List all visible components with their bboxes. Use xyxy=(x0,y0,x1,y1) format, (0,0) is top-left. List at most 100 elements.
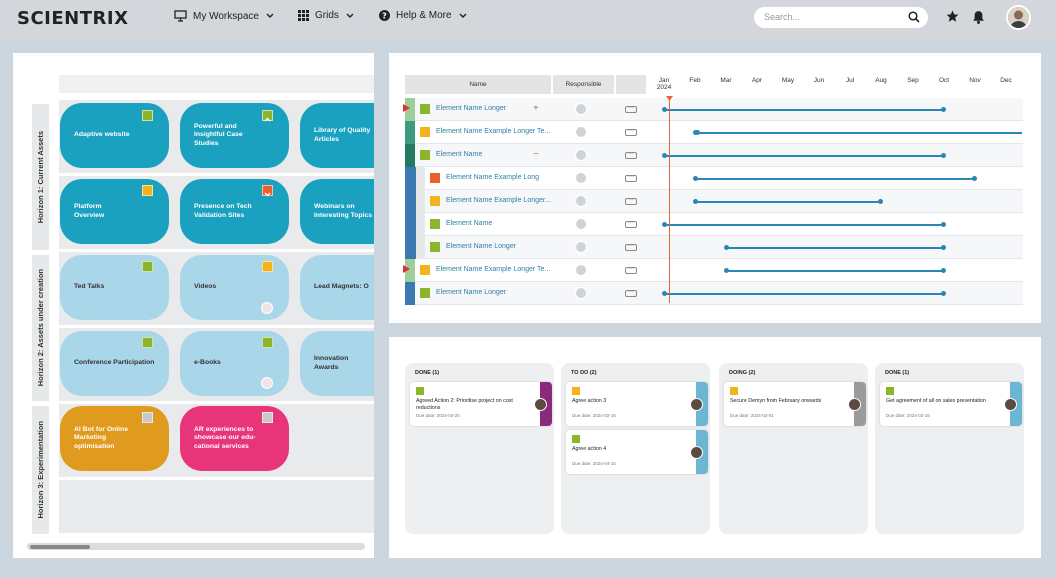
responsible-avatar[interactable] xyxy=(575,264,587,276)
kanban-card[interactable]: Agreed Action 2: Prioritise project on c… xyxy=(410,382,552,426)
app-logo[interactable]: SCIENTRIX xyxy=(17,8,129,29)
responsible-avatar[interactable] xyxy=(575,103,587,115)
kanban-card[interactable]: Secure Demyn from February onwards Due d… xyxy=(724,382,866,426)
assignee-avatar[interactable] xyxy=(1004,398,1017,411)
row-color-tag xyxy=(405,190,415,213)
timeline-bar[interactable] xyxy=(724,245,946,250)
asset-card[interactable]: Webinars on Interesting Topics xyxy=(300,179,374,244)
nav-my-workspace[interactable]: My Workspace xyxy=(174,10,275,22)
expand-icon[interactable]: + xyxy=(533,103,539,114)
assignee-avatar[interactable] xyxy=(690,398,703,411)
card-text: Secure Demyn from February onwards xyxy=(730,398,822,404)
more-options-icon[interactable]: ··· xyxy=(625,105,637,113)
more-options-icon[interactable]: ··· xyxy=(625,128,637,136)
more-options-icon[interactable]: ··· xyxy=(625,174,637,182)
status-square xyxy=(730,387,738,395)
element-name-link[interactable]: Element Name Example Longer... xyxy=(446,197,551,204)
assignee-avatar[interactable] xyxy=(690,446,703,459)
timeline-bar[interactable] xyxy=(724,268,946,273)
responsible-avatar[interactable] xyxy=(575,172,587,184)
timeline-bar[interactable] xyxy=(662,153,946,158)
timeline-bar[interactable] xyxy=(662,291,946,296)
status-square[interactable] xyxy=(430,173,440,183)
element-name-link[interactable]: Element Name Longer xyxy=(436,105,507,112)
element-name-link[interactable]: Element Name Example Long xyxy=(446,174,539,181)
assignee-avatar[interactable] xyxy=(848,398,861,411)
status-square[interactable] xyxy=(142,412,153,423)
scrollbar-thumb[interactable] xyxy=(30,545,90,549)
timeline-bar[interactable] xyxy=(662,107,946,112)
user-avatar[interactable] xyxy=(1006,5,1031,30)
status-square[interactable] xyxy=(430,196,440,206)
today-marker-icon xyxy=(666,96,673,101)
status-square[interactable] xyxy=(262,337,273,348)
horizon-label-1: Horizon 1: Current Assets xyxy=(32,104,49,250)
timeline-bar[interactable] xyxy=(662,222,946,227)
status-square[interactable] xyxy=(420,288,430,298)
status-square[interactable] xyxy=(420,150,430,160)
more-options-icon[interactable]: ··· xyxy=(625,289,637,297)
gantt-row[interactable] xyxy=(405,236,1023,259)
responsible-avatar[interactable] xyxy=(575,195,587,207)
more-options-icon[interactable]: ··· xyxy=(625,197,637,205)
search-input[interactable]: Search... xyxy=(754,7,928,28)
assignee-avatar[interactable] xyxy=(534,398,547,411)
asset-card[interactable]: Innovation Awards xyxy=(300,331,374,396)
status-square[interactable] xyxy=(142,337,153,348)
more-options-icon[interactable]: ··· xyxy=(625,243,637,251)
status-square[interactable] xyxy=(262,412,273,423)
status-square-up[interactable] xyxy=(262,110,273,122)
status-square[interactable] xyxy=(430,242,440,252)
element-name-link[interactable]: Element Name Longer xyxy=(436,289,507,296)
responsible-avatar[interactable] xyxy=(575,218,587,230)
grid-header-strip xyxy=(59,75,374,93)
gantt-col-responsible[interactable]: Responsible xyxy=(553,75,614,94)
nav-help[interactable]: ? Help & More xyxy=(379,10,468,21)
responsible-avatar[interactable] xyxy=(575,287,587,299)
responsible-avatar[interactable] xyxy=(575,126,587,138)
bell-icon[interactable] xyxy=(972,10,985,24)
responsible-avatar[interactable] xyxy=(575,241,587,253)
element-name-link[interactable]: Element Name Example Longer Te... xyxy=(436,266,551,273)
element-name-link[interactable]: Element Name xyxy=(446,220,493,227)
timeline-bar[interactable] xyxy=(693,176,977,181)
status-square[interactable] xyxy=(142,110,153,121)
more-options-icon[interactable]: ··· xyxy=(625,266,637,274)
element-name-link[interactable]: Element Name Longer xyxy=(446,243,517,250)
chevron-down-icon xyxy=(346,13,354,18)
horizontal-scrollbar[interactable] xyxy=(27,543,365,550)
owner-avatar[interactable] xyxy=(261,302,273,314)
nav-grids[interactable]: Grids xyxy=(298,10,355,21)
indent-guide xyxy=(415,213,425,236)
status-square[interactable] xyxy=(262,261,273,272)
kanban-card[interactable]: Get agreement of all on sales presentati… xyxy=(880,382,1022,426)
month-label: Sep xyxy=(907,77,919,84)
responsible-avatar[interactable] xyxy=(575,149,587,161)
kanban-card[interactable]: Agree action 4 Due date: 2024-04-15 xyxy=(566,430,708,474)
element-name-link[interactable]: Element Name xyxy=(436,151,483,158)
timeline-bar[interactable] xyxy=(693,199,883,204)
status-square[interactable] xyxy=(430,219,440,229)
status-square-down[interactable] xyxy=(262,185,273,197)
asset-card[interactable]: Lead Magnets: O xyxy=(300,255,374,320)
status-square[interactable] xyxy=(420,265,430,275)
status-square[interactable] xyxy=(420,127,430,137)
status-square[interactable] xyxy=(420,104,430,114)
status-square[interactable] xyxy=(142,185,153,196)
kanban-card[interactable]: Agree action 3 Due date: 2024-02-15 xyxy=(566,382,708,426)
search-icon[interactable] xyxy=(908,11,920,23)
asset-card[interactable]: Library of Quality Articles xyxy=(300,103,374,168)
status-square[interactable] xyxy=(142,261,153,272)
gantt-col-name[interactable]: Name xyxy=(405,75,551,94)
top-bar: SCIENTRIX My Workspace Grids ? Help & Mo… xyxy=(0,0,1056,38)
timeline-bar[interactable] xyxy=(693,130,1022,135)
element-name-link[interactable]: Element Name Example Longer Te... xyxy=(436,128,551,135)
more-options-icon[interactable]: ··· xyxy=(625,220,637,228)
row-color-tag xyxy=(405,282,415,305)
column-title: DONE (1) xyxy=(885,370,910,376)
more-options-icon[interactable]: ··· xyxy=(625,151,637,159)
gantt-row[interactable] xyxy=(405,259,1023,282)
star-icon[interactable] xyxy=(946,10,959,23)
collapse-icon[interactable]: − xyxy=(533,149,539,160)
owner-avatar[interactable] xyxy=(261,377,273,389)
